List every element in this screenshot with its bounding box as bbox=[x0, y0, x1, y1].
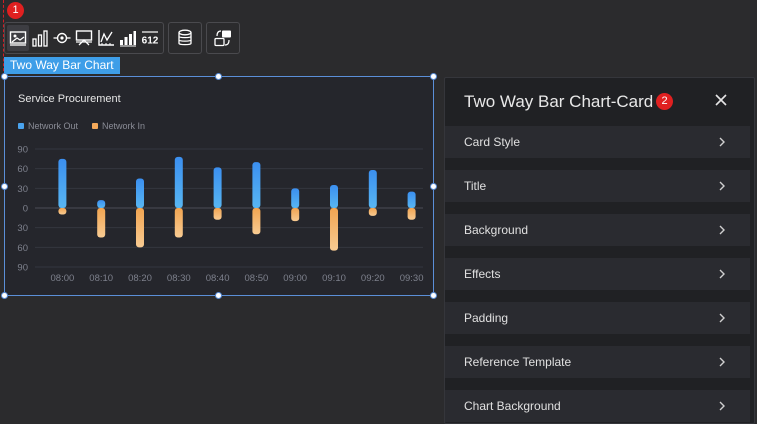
chevron-right-icon bbox=[719, 357, 725, 367]
bar-network-out[interactable] bbox=[97, 200, 106, 208]
resize-handle-e[interactable] bbox=[430, 183, 437, 190]
panel-section-label: Card Style bbox=[464, 135, 521, 149]
database-icon[interactable] bbox=[171, 25, 199, 51]
step-badge-1: 1 bbox=[7, 2, 24, 19]
chart-legend: Network Out Network In bbox=[18, 121, 145, 131]
chevron-right-icon bbox=[719, 313, 725, 323]
panel-section-chart-background[interactable]: Chart Background bbox=[445, 390, 750, 422]
bar-network-out[interactable] bbox=[407, 191, 416, 208]
panel-section-card-style[interactable]: Card Style bbox=[445, 126, 750, 158]
chart-plot: 90 60 30 0 30 60 90 08:00 08:10 08:20 08:30 08:40 08… bbox=[17, 145, 424, 285]
y-tick-label: 0 bbox=[23, 204, 28, 215]
image-icon[interactable] bbox=[7, 25, 29, 51]
signal-bars-icon[interactable] bbox=[117, 25, 139, 51]
chevron-right-icon bbox=[719, 181, 725, 191]
chart-title: Service Procurement bbox=[18, 93, 121, 105]
bar-network-in[interactable] bbox=[97, 208, 106, 238]
chevron-right-icon bbox=[719, 225, 725, 235]
bar-network-in[interactable] bbox=[368, 208, 377, 216]
bar-chart-icon[interactable] bbox=[29, 25, 51, 51]
y-tick-label: 30 bbox=[17, 223, 28, 234]
resize-handle-w[interactable] bbox=[1, 183, 8, 190]
y-tick-label: 30 bbox=[17, 184, 28, 195]
panel-title: Two Way Bar Chart-Card bbox=[464, 92, 654, 111]
toolbar-group-charts: 612 bbox=[4, 22, 164, 54]
x-tick-label: 08:50 bbox=[245, 273, 269, 284]
bar-network-in[interactable] bbox=[58, 208, 67, 215]
y-tick-label: 90 bbox=[17, 263, 28, 274]
bar-network-out[interactable] bbox=[291, 188, 300, 208]
bar-network-out[interactable] bbox=[136, 178, 144, 209]
panel-section-title[interactable]: Title bbox=[445, 170, 750, 202]
bar-network-out[interactable] bbox=[252, 162, 261, 208]
bar-network-out[interactable] bbox=[174, 156, 183, 208]
panel-section-padding[interactable]: Padding bbox=[445, 302, 750, 334]
chevron-right-icon bbox=[719, 269, 725, 279]
resize-handle-s[interactable] bbox=[215, 292, 222, 299]
x-tick-label: 08:10 bbox=[89, 273, 113, 284]
bar-network-in[interactable] bbox=[407, 208, 416, 220]
line-chart-icon[interactable] bbox=[95, 25, 117, 51]
legend-label-network-in: Network In bbox=[102, 121, 146, 131]
step-badge-2: 2 bbox=[656, 93, 673, 110]
bar-network-in[interactable] bbox=[291, 208, 300, 222]
x-tick-label: 09:10 bbox=[322, 273, 346, 284]
resize-handle-ne[interactable] bbox=[430, 73, 437, 80]
x-tick-label: 08:00 bbox=[51, 273, 75, 284]
toolbar-group-data bbox=[168, 22, 202, 54]
bar-network-in[interactable] bbox=[213, 208, 222, 220]
bar-network-out[interactable] bbox=[330, 185, 338, 208]
eye-target-icon[interactable] bbox=[51, 25, 73, 51]
panel-section-label: Effects bbox=[464, 267, 501, 281]
resize-handle-nw[interactable] bbox=[1, 73, 8, 80]
y-tick-label: 90 bbox=[17, 145, 28, 156]
legend-item-network-in[interactable]: Network In bbox=[92, 121, 145, 131]
widget-name-label: Two Way Bar Chart bbox=[4, 57, 120, 74]
digital-number-icon[interactable]: 612 bbox=[139, 25, 161, 51]
legend-label-network-out: Network Out bbox=[28, 121, 79, 131]
bar-network-in[interactable] bbox=[136, 208, 144, 248]
x-tick-label: 09:30 bbox=[400, 273, 424, 284]
resize-handle-se[interactable] bbox=[430, 292, 437, 299]
resize-handle-n[interactable] bbox=[215, 73, 222, 80]
resize-handle-sw[interactable] bbox=[1, 292, 8, 299]
x-tick-label: 08:30 bbox=[167, 273, 191, 284]
presentation-icon[interactable] bbox=[73, 25, 95, 51]
close-icon[interactable] bbox=[714, 93, 728, 107]
panel-section-background[interactable]: Background bbox=[445, 214, 750, 246]
selection-guide-line bbox=[3, 0, 4, 76]
digital-number-text: 612 bbox=[142, 36, 159, 47]
bar-network-in[interactable] bbox=[330, 208, 338, 251]
bar-network-in[interactable] bbox=[252, 208, 261, 235]
panel-section-reference-template[interactable]: Reference Template bbox=[445, 346, 750, 378]
panel-section-label: Title bbox=[464, 179, 487, 193]
component-toolbar: 612 bbox=[4, 22, 244, 54]
properties-panel: Two Way Bar Chart-Card Card Style Title Ba… bbox=[444, 77, 755, 424]
toolbar-group-interaction bbox=[206, 22, 240, 54]
x-tick-label: 08:40 bbox=[206, 273, 230, 284]
swap-icon[interactable] bbox=[209, 25, 237, 51]
two-way-bar-chart-widget[interactable]: Service Procurement Network Out Network … bbox=[1, 73, 437, 299]
x-tick-label: 09:00 bbox=[283, 273, 307, 284]
bar-network-out[interactable] bbox=[58, 158, 67, 208]
bar-network-out[interactable] bbox=[368, 169, 377, 208]
chevron-right-icon bbox=[719, 401, 725, 411]
panel-section-effects[interactable]: Effects bbox=[445, 258, 750, 290]
legend-item-network-out[interactable]: Network Out bbox=[18, 121, 78, 131]
legend-swatch-network-in bbox=[92, 123, 99, 129]
legend-swatch-network-out bbox=[18, 123, 24, 129]
y-tick-label: 60 bbox=[17, 164, 28, 175]
y-tick-label: 60 bbox=[17, 243, 28, 254]
panel-section-label: Padding bbox=[464, 311, 509, 325]
bar-network-out[interactable] bbox=[213, 167, 222, 208]
panel-section-label: Chart Background bbox=[464, 399, 561, 413]
bar-network-in[interactable] bbox=[174, 208, 183, 238]
x-tick-label: 09:20 bbox=[361, 273, 385, 284]
x-tick-label: 08:20 bbox=[128, 273, 152, 284]
panel-section-label: Background bbox=[464, 223, 529, 237]
panel-section-label: Reference Template bbox=[464, 355, 572, 369]
chevron-right-icon bbox=[719, 137, 725, 147]
